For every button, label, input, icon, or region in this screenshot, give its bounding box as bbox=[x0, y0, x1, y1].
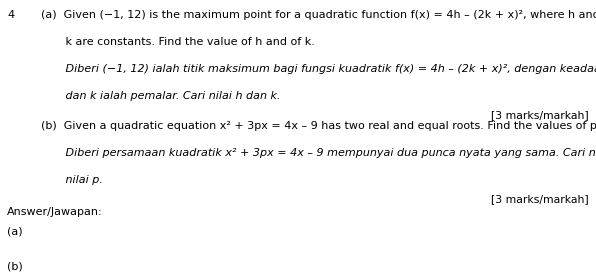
Text: k are constants. Find the value of h and of k.: k are constants. Find the value of h and… bbox=[41, 37, 315, 47]
Text: (b): (b) bbox=[7, 261, 23, 271]
Text: 4: 4 bbox=[7, 10, 14, 20]
Text: [3 marks/markah]: [3 marks/markah] bbox=[491, 194, 589, 205]
Text: dan k ialah pemalar. Cari nilai h dan k.: dan k ialah pemalar. Cari nilai h dan k. bbox=[41, 91, 280, 101]
Text: Answer/Jawapan:: Answer/Jawapan: bbox=[7, 207, 103, 217]
Text: (b)  Given a quadratic equation x² + 3px = 4x – 9 has two real and equal roots. : (b) Given a quadratic equation x² + 3px … bbox=[41, 121, 596, 131]
Text: [3 marks/markah]: [3 marks/markah] bbox=[491, 110, 589, 120]
Text: nilai p.: nilai p. bbox=[41, 175, 103, 186]
Text: Diberi (−1, 12) ialah titik maksimum bagi fungsi kuadratik f(x) = 4h – (2k + x)²: Diberi (−1, 12) ialah titik maksimum bag… bbox=[41, 64, 596, 74]
Text: Diberi persamaan kuadratik x² + 3px = 4x – 9 mempunyai dua punca nyata yang sama: Diberi persamaan kuadratik x² + 3px = 4x… bbox=[41, 148, 596, 158]
Text: (a): (a) bbox=[7, 226, 23, 236]
Text: (a)  Given (−1, 12) is the maximum point for a quadratic function f(x) = 4h – (2: (a) Given (−1, 12) is the maximum point … bbox=[41, 10, 596, 20]
